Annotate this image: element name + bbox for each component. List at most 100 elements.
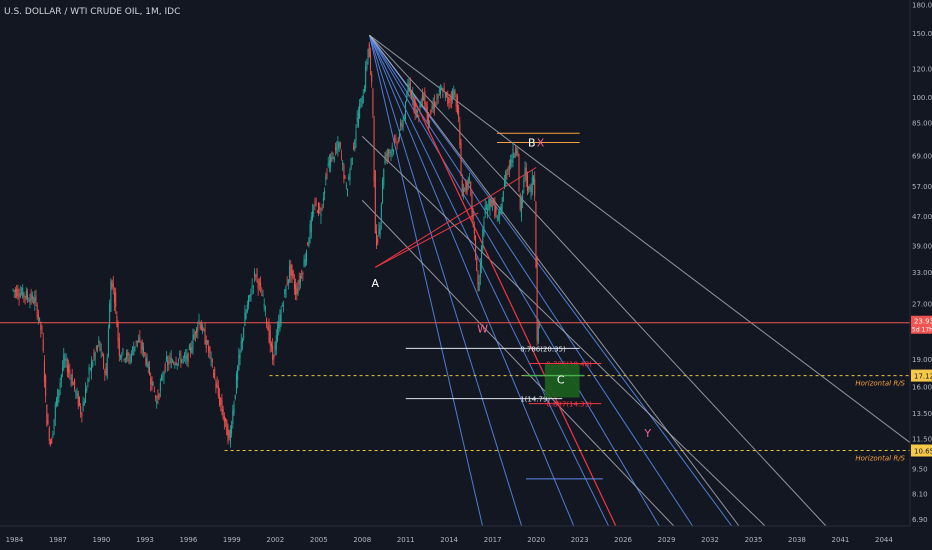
candle <box>464 187 466 189</box>
candle <box>447 95 449 104</box>
candle <box>174 364 176 365</box>
candle <box>97 345 99 350</box>
x-tick-label: 2041 <box>832 536 850 544</box>
candle <box>443 88 445 90</box>
candle <box>130 353 132 362</box>
y-tick-label: 9.50 <box>912 466 928 474</box>
candle <box>462 189 464 193</box>
candle <box>221 400 223 412</box>
x-tick-label: 2002 <box>266 536 284 544</box>
y-tick-label: 69.00 <box>912 153 932 161</box>
candle <box>217 385 219 396</box>
candle <box>421 94 423 102</box>
candle <box>269 330 271 346</box>
candle <box>241 338 243 344</box>
candle <box>305 250 307 262</box>
candle <box>363 88 365 92</box>
candle <box>380 204 382 223</box>
candle <box>491 205 493 207</box>
candle <box>249 294 251 298</box>
candle <box>450 98 452 101</box>
candle <box>260 282 262 287</box>
candle <box>156 400 158 404</box>
candle <box>362 95 364 104</box>
fib-label: 0.786(20.35) <box>520 345 566 353</box>
candle <box>531 177 533 193</box>
channel-line <box>361 199 675 526</box>
candle <box>48 427 50 441</box>
candle <box>124 358 126 361</box>
candle <box>77 393 79 406</box>
candle <box>520 199 522 218</box>
candle <box>431 106 433 110</box>
candle <box>517 151 519 156</box>
candle <box>529 187 531 189</box>
candle <box>279 314 281 331</box>
candle <box>139 337 141 342</box>
candle <box>325 176 327 180</box>
candle <box>268 323 270 342</box>
candle <box>82 403 84 412</box>
candle <box>72 383 74 385</box>
candle <box>493 199 495 203</box>
candle <box>382 180 384 203</box>
fan-line <box>369 34 740 526</box>
candle <box>118 338 120 356</box>
candle <box>333 157 335 161</box>
candle <box>347 188 349 197</box>
candle <box>373 118 375 182</box>
candle <box>70 377 72 379</box>
candle <box>526 174 528 191</box>
x-axis: 1984 1987 1990 1993 1996 1999 2002 2005 2008 2011… <box>0 525 932 550</box>
y-tick-label: 120.00 <box>912 65 932 73</box>
x-tick-label: 2035 <box>745 536 763 544</box>
candle <box>238 354 240 370</box>
candle <box>458 107 460 118</box>
candle <box>535 201 537 268</box>
candle <box>345 185 347 187</box>
candle <box>248 295 250 305</box>
candle <box>344 176 346 178</box>
candle <box>454 90 456 95</box>
candle <box>193 334 195 340</box>
candle <box>275 335 277 350</box>
candle <box>430 109 432 115</box>
candle <box>231 426 233 434</box>
candle <box>270 343 272 348</box>
candle <box>250 293 252 301</box>
candle <box>534 178 536 197</box>
candle <box>62 367 64 372</box>
candle <box>203 329 205 331</box>
candle <box>489 199 491 209</box>
candle <box>69 370 71 374</box>
candle <box>479 263 481 278</box>
candle <box>297 286 299 294</box>
candle <box>263 304 265 307</box>
plot-area: 0.786(20.35)1(14.79)0.786(18.48)0.887(14… <box>0 34 910 526</box>
x-tick-label: 2029 <box>658 536 676 544</box>
candle <box>418 115 420 117</box>
candle <box>35 295 37 302</box>
candle <box>229 429 231 444</box>
candle <box>60 374 62 381</box>
candle <box>57 389 59 407</box>
candle <box>74 378 76 389</box>
candle <box>194 331 196 336</box>
candle <box>315 201 317 203</box>
candle <box>147 363 149 368</box>
x-tick-label: 1984 <box>6 536 24 544</box>
candle <box>368 43 370 58</box>
candle <box>398 133 400 139</box>
candle <box>320 213 322 217</box>
candle <box>191 346 193 353</box>
candle <box>104 371 106 374</box>
candle <box>112 283 114 288</box>
candle <box>133 347 135 356</box>
candle <box>40 322 42 330</box>
fan-line <box>369 34 827 526</box>
candle <box>227 427 229 443</box>
candle <box>184 354 186 357</box>
y-tick-label: 100.00 <box>912 94 932 102</box>
candle <box>20 292 22 294</box>
